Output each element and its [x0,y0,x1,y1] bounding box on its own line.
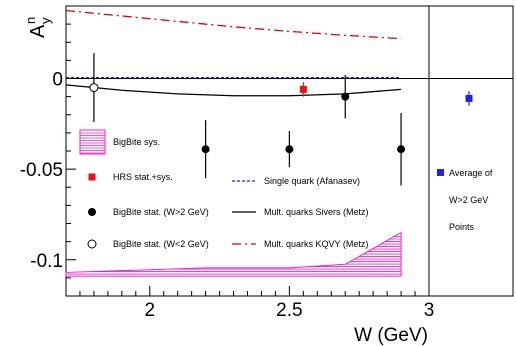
data-point [341,92,350,101]
average-panel-group: Average of W>2 GeV Points [437,91,493,232]
average-legend-marker [437,169,444,176]
main-plot-frame [65,5,430,297]
theory-curves-group [65,9,402,97]
legend-label: Single quark (Afanasev) [264,176,360,186]
y-axis-label: A n y [23,17,53,38]
average-label-line: W>2 GeV [449,195,488,205]
data-point-open [89,83,99,93]
legend-label: Mult. quarks KQVY (Metz) [264,239,368,249]
data-point-square [299,85,307,93]
legend-label: HRS stat.+sys. [113,172,173,182]
legend-marker [88,208,96,216]
y-tick-label: -0.05 [20,160,63,181]
x-tick-label: 2.5 [276,300,302,321]
average-point [465,94,473,102]
legend-label: BigBite stat. (W<2 GeV) [113,239,209,249]
curve-solid [65,84,402,97]
average-panel-frame [428,5,514,297]
legend-label: BigBite sys. [113,137,160,147]
systematic-band-group [65,231,402,277]
average-label-line: Points [449,222,475,232]
data-point [201,145,210,154]
y-tick-label: 0 [52,70,63,91]
average-label-line: Average of [449,168,493,178]
legend-marker [87,239,97,249]
svg-text:y: y [38,17,53,24]
legend: BigBite sys. HRS stat.+sys. BigBite stat. … [79,129,369,249]
x-tick-label: 2 [144,300,155,321]
data-point [397,145,406,154]
legend-marker [88,173,96,181]
axis-ticks-group: 2 2.5 3 0 -0.05 -0.1 [20,5,435,321]
legend-sys-swatch [79,129,106,155]
svg-text:n: n [23,17,38,24]
y-tick-label: -0.1 [30,251,63,272]
curve-dash-dot [65,9,402,40]
legend-label: BigBite stat. (W>2 GeV) [113,207,209,217]
legend-label: Mult. quarks Sivers (Metz) [264,207,369,217]
svg-text:A: A [27,24,49,38]
x-tick-label: 3 [424,300,435,321]
x-axis-label: W (GeV) [354,325,428,346]
data-points-group [89,53,406,186]
data-point [285,145,294,154]
